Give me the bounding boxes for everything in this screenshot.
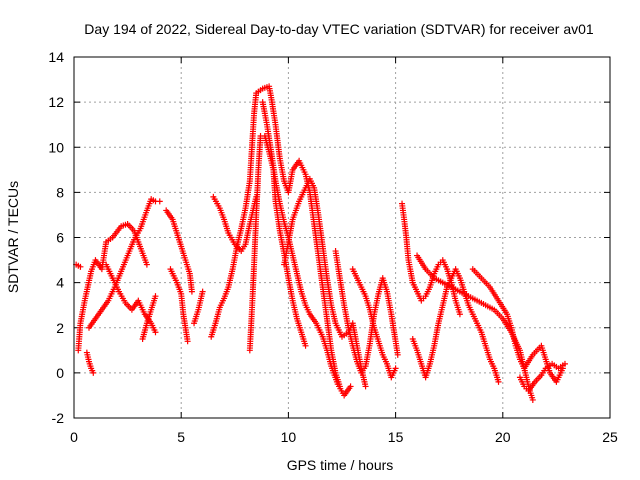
grid-lines <box>74 57 610 418</box>
x-tick-label: 10 <box>281 429 297 445</box>
plot-frame <box>73 56 611 419</box>
y-tick-label: 6 <box>56 230 64 246</box>
data-point <box>77 263 84 270</box>
x-tick-label: 20 <box>495 429 511 445</box>
y-tick-label: 8 <box>56 184 64 200</box>
data-point <box>184 338 191 345</box>
data-point <box>362 383 369 390</box>
x-tick-label: 25 <box>602 429 618 445</box>
y-tick-label: 10 <box>48 139 64 155</box>
y-axis-label: SDTVAR / TECUs <box>5 181 21 293</box>
data-point <box>529 396 536 403</box>
y-tick-label: 0 <box>56 365 64 381</box>
data-point <box>152 329 159 336</box>
x-tick-label: 0 <box>70 429 78 445</box>
y-tick-label: 4 <box>56 275 64 291</box>
data-point <box>199 288 206 295</box>
data-point <box>347 383 354 390</box>
x-tick-label: 15 <box>388 429 404 445</box>
data-points <box>73 83 568 403</box>
data-point <box>143 261 150 268</box>
data-point <box>456 311 463 318</box>
data-point <box>90 369 97 376</box>
data-point <box>561 360 568 367</box>
y-tick-label: 14 <box>48 49 64 65</box>
data-point <box>152 293 159 300</box>
x-tick-label: 5 <box>177 429 185 445</box>
data-point <box>392 365 399 372</box>
y-tick-label: 2 <box>56 320 64 336</box>
y-tick-label: 12 <box>48 94 64 110</box>
data-point <box>156 198 163 205</box>
data-point <box>188 288 195 295</box>
data-point <box>394 351 401 358</box>
data-point <box>302 342 309 349</box>
data-point <box>495 378 502 385</box>
chart-title: Day 194 of 2022, Sidereal Day-to-day VTE… <box>84 21 594 37</box>
x-axis-label: GPS time / hours <box>287 457 394 473</box>
y-tick-label: -2 <box>52 410 65 426</box>
